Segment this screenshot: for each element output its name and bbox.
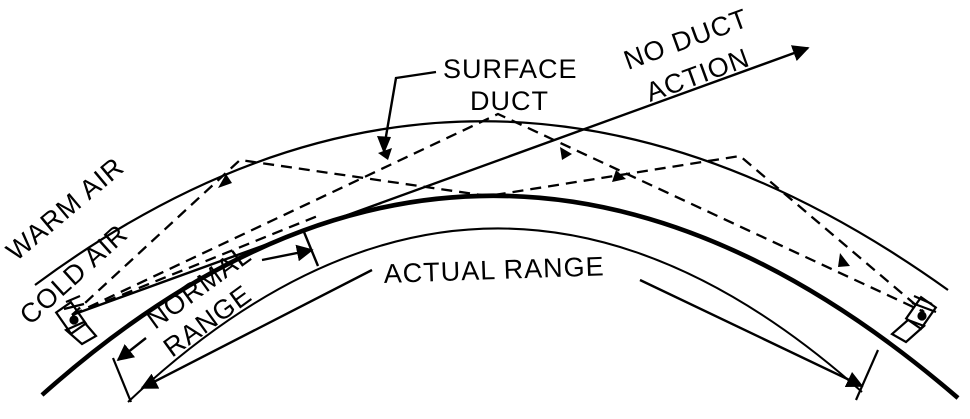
- receiver-antenna-icon: [890, 294, 938, 344]
- duct-boundary-arc: [34, 120, 949, 291]
- ducted-rays: [71, 112, 925, 317]
- ray-arrowheads: [218, 147, 850, 267]
- actual-range-arrow-right: [639, 278, 864, 388]
- normal-range-arrow-right: [261, 244, 314, 262]
- actual-range-tick-right: [854, 349, 880, 401]
- actual-range-arrow-left: [140, 268, 373, 390]
- actual-range-tick-left: [111, 357, 133, 403]
- surface-duct-pointer: [382, 70, 437, 149]
- no-duct-ray: [71, 45, 810, 317]
- actual-range-label: ACTUAL RANGE: [383, 251, 605, 289]
- ducted-ray-path-1: [71, 154, 925, 316]
- range-arc: [127, 227, 863, 403]
- surface-duct-label-line1: SURFACE: [443, 54, 578, 84]
- transmitter-antenna-icon: [54, 294, 98, 346]
- ducted-ray-path-2: [71, 112, 925, 317]
- surface-duct-label-line2: DUCT: [470, 86, 549, 116]
- normal-range-arrow-left: [116, 337, 147, 362]
- ducted-ray-lower: [71, 213, 321, 317]
